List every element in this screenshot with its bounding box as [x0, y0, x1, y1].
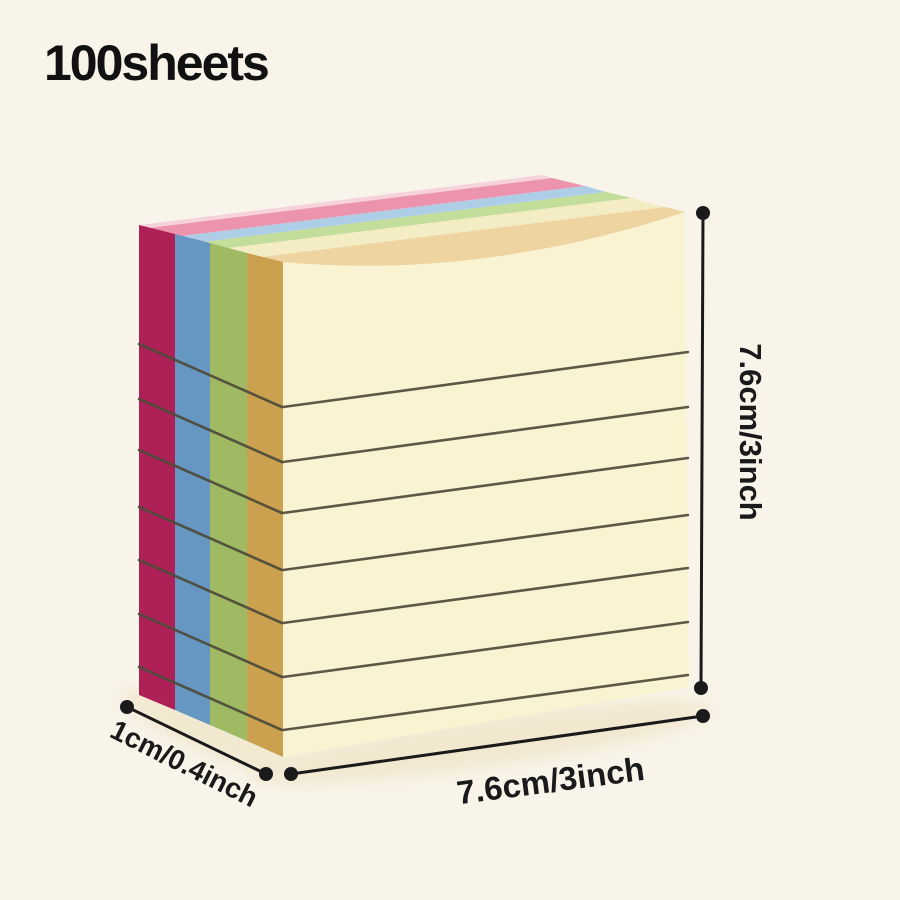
dimension-endpoint-dot: [696, 206, 710, 220]
dimension-endpoint-dot: [696, 709, 710, 723]
pad-separator-line: [281, 513, 690, 572]
pad-separator-lines: [137, 342, 690, 732]
side-stripe-blue: [175, 234, 210, 725]
top-band-pink: [149, 178, 585, 236]
pad-separator-line: [137, 397, 284, 464]
top-band-peach: [262, 207, 685, 266]
dimension-endpoint-dot: [694, 681, 708, 695]
pad-separator-line: [281, 620, 690, 679]
dimension-endpoint-dot: [120, 700, 134, 714]
pad-separator-line: [281, 456, 690, 515]
height-dimension-line: [699, 212, 705, 689]
height-dimension: 7.6cm/3inch: [694, 206, 768, 695]
dimension-endpoint-dot: [259, 767, 273, 781]
pad-separator-line: [281, 566, 690, 625]
left-face: [139, 225, 283, 757]
top-face: [139, 175, 685, 266]
product-title: 100sheets: [44, 35, 268, 91]
pad-separator-line: [137, 448, 284, 515]
width-dimension-line: [290, 714, 704, 776]
pad-separator-line: [281, 350, 690, 409]
pad-separator-line: [281, 673, 690, 732]
side-stripe-magenta: [139, 225, 175, 710]
top-band-cream: [229, 198, 665, 257]
depth-dimension-line: [126, 705, 267, 776]
shadow-glow: [120, 690, 296, 776]
top-band-light-green: [203, 192, 632, 248]
pad-separator-line: [137, 665, 284, 732]
top-band-fringe-pink: [139, 175, 552, 228]
side-stripe-green: [210, 243, 247, 741]
pad-separator-line: [137, 612, 284, 679]
pad-separator-line: [137, 342, 284, 409]
dimension-endpoint-dot: [284, 767, 298, 781]
height-dimension-label: 7.6cm/3inch: [733, 343, 768, 520]
pad-separator-line: [137, 505, 284, 572]
pad-separator-line: [137, 558, 284, 625]
top-band-light-blue: [182, 186, 606, 242]
pad-separator-line: [281, 405, 690, 464]
